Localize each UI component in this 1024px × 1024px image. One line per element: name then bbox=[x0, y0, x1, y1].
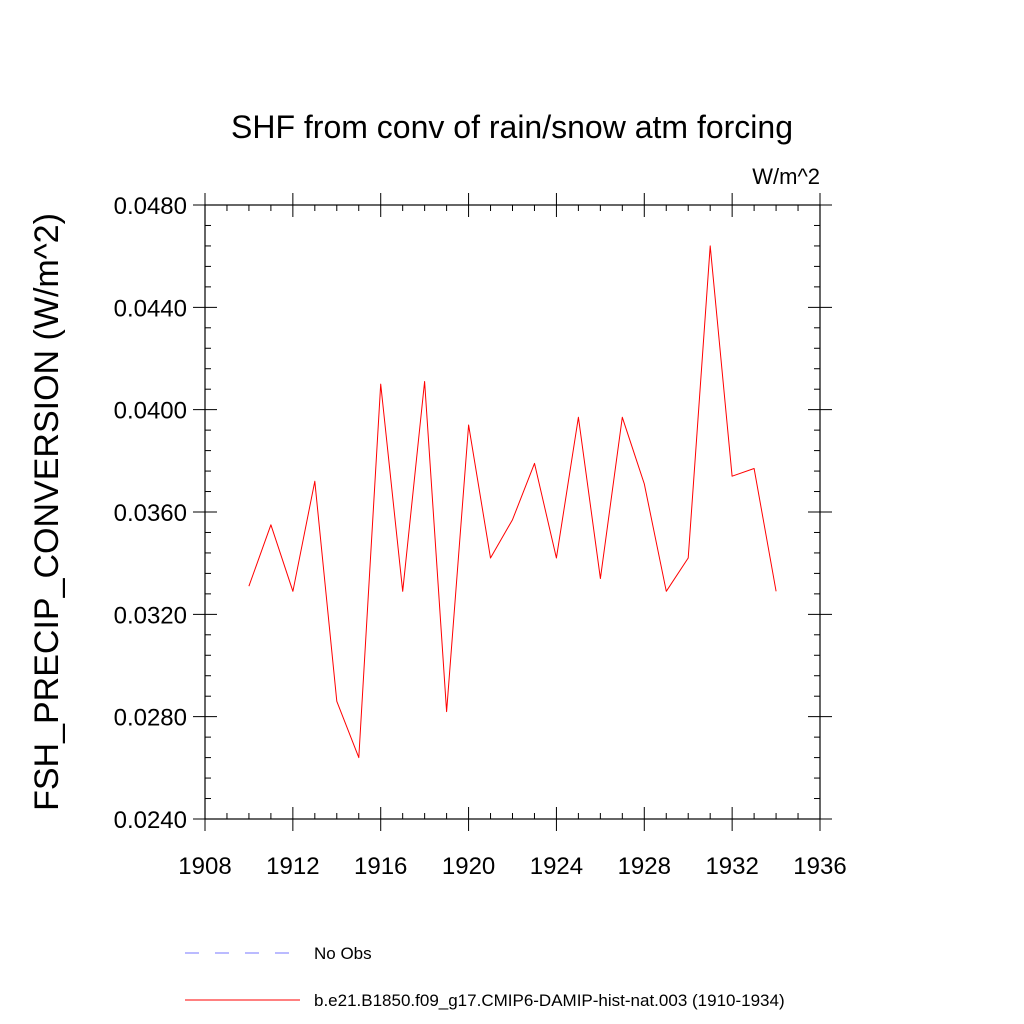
legend-label: No Obs bbox=[314, 944, 372, 963]
y-tick-label: 0.0320 bbox=[114, 602, 187, 629]
x-tick-label: 1932 bbox=[705, 853, 758, 880]
chart-title: SHF from conv of rain/snow atm forcing bbox=[231, 109, 793, 145]
plot-frame bbox=[204, 204, 821, 820]
x-tick-label: 1920 bbox=[442, 853, 495, 880]
legend: No Obs b.e21.B1850.f09_g17.CMIP6-DAMIP-hi… bbox=[185, 944, 785, 1010]
x-tick-label: 1936 bbox=[793, 853, 846, 880]
y-tick-label: 0.0360 bbox=[114, 500, 187, 527]
x-tick-label: 1912 bbox=[266, 853, 319, 880]
x-tick-label: 1916 bbox=[354, 853, 407, 880]
x-tick-label: 1928 bbox=[618, 853, 671, 880]
y-tick-label: 0.0400 bbox=[114, 398, 187, 425]
y-tick-label: 0.0440 bbox=[114, 295, 187, 322]
y-tick-label: 0.0480 bbox=[114, 193, 187, 220]
x-tick-label: 1908 bbox=[178, 853, 231, 880]
y-tick-label: 0.0240 bbox=[114, 807, 187, 834]
series-line bbox=[248, 245, 777, 759]
legend-label: b.e21.B1850.f09_g17.CMIP6-DAMIP-hist-nat… bbox=[314, 991, 785, 1010]
units-label: W/m^2 bbox=[752, 164, 820, 189]
axis-ticks bbox=[193, 193, 832, 831]
axis-tick-labels: 1908 1912 1916 1920 1924 1928 1932 1936 0.0240 0.… bbox=[114, 193, 847, 880]
x-tick-label: 1924 bbox=[530, 853, 583, 880]
y-axis-label: FSH_PRECIP_CONVERSION (W/m^2) bbox=[28, 213, 66, 811]
y-tick-label: 0.0280 bbox=[114, 705, 187, 732]
series-lines bbox=[248, 245, 777, 759]
